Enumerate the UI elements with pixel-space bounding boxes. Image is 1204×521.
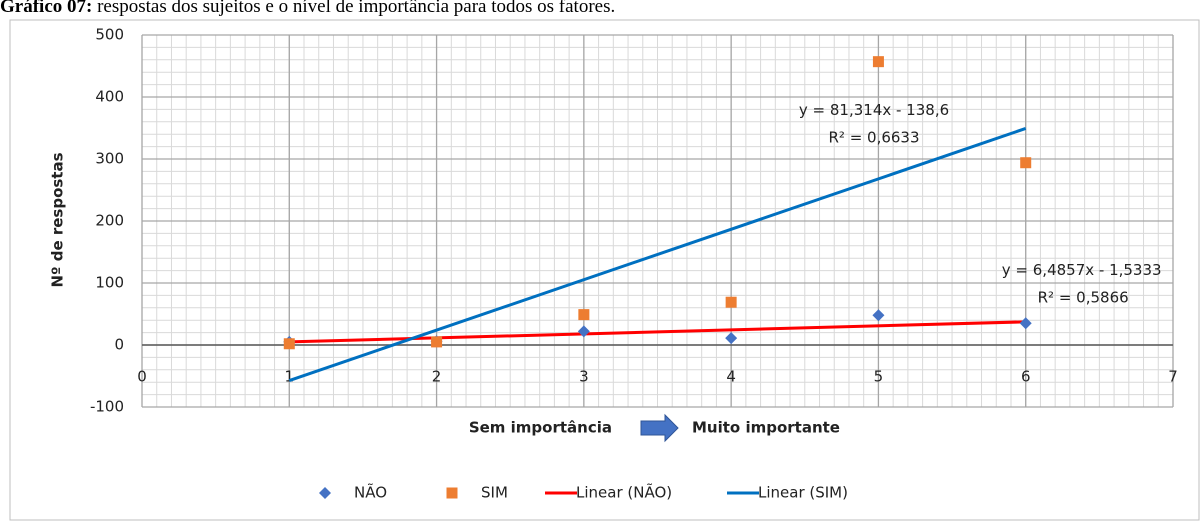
chart-frame xyxy=(9,19,1200,521)
x-axis-label: Sem importância xyxy=(469,419,612,437)
legend-label: Linear (SIM) xyxy=(758,484,848,502)
x-tick-label: 0 xyxy=(137,368,147,386)
plot: y = 81,314x - 138,6 R² = 0,6633 y = 6,4857… xyxy=(283,56,1162,382)
point xyxy=(431,336,443,348)
point xyxy=(578,309,590,321)
legend-label: SIM xyxy=(481,484,508,502)
x-axis-label: Muito importante xyxy=(692,419,840,437)
annotation: R² = 0,6633 xyxy=(828,128,919,146)
annotation: y = 6,4857x - 1,5333 xyxy=(1002,261,1162,279)
x-tick-label: 3 xyxy=(579,368,589,386)
point xyxy=(872,56,884,68)
y-tick-label: -100 xyxy=(90,398,124,416)
point xyxy=(872,309,885,322)
legend-swatch xyxy=(319,487,331,499)
y-tick-label: 0 xyxy=(114,336,124,354)
point xyxy=(1020,157,1032,169)
y-axis-label: Nº de respostas xyxy=(49,152,67,287)
title-prefix: Gráfico 07: xyxy=(0,0,92,17)
x-tick-label: 1 xyxy=(285,368,295,386)
y-tick-label: 100 xyxy=(95,274,124,292)
annotation: y = 81,314x - 138,6 xyxy=(799,101,949,119)
annotation: R² = 0,5866 xyxy=(1038,288,1129,306)
y-tick-label: 500 xyxy=(95,26,124,44)
trendline xyxy=(288,127,1027,382)
y-tick-label: 400 xyxy=(95,88,124,106)
chart-title: Gráfico 07: respostas dos sujeitos e o n… xyxy=(0,0,615,17)
x-tick-label: 6 xyxy=(1021,368,1031,386)
point xyxy=(577,325,590,338)
y-tick-label: 200 xyxy=(95,212,124,230)
arrow-icon xyxy=(640,413,679,443)
legend-label: NÃO xyxy=(354,483,387,502)
point xyxy=(725,296,737,308)
point xyxy=(283,338,295,350)
point xyxy=(725,332,738,345)
legend-label: Linear (NÃO) xyxy=(576,483,672,502)
title-text: respostas dos sujeitos e o nível de impo… xyxy=(97,0,615,17)
x-tick-label: 5 xyxy=(874,368,884,386)
x-tick-label: 4 xyxy=(726,368,736,386)
legend: NÃO SIM Linear (NÃO) Linear (SIM) xyxy=(319,483,848,502)
x-tick-label: 2 xyxy=(432,368,442,386)
legend-swatch xyxy=(446,487,458,499)
x-tick-label: 7 xyxy=(1168,368,1178,386)
grid: 0 1 2 3 4 5 6 7 -100 0 100 200 300 400 500 xyxy=(90,26,1178,416)
point xyxy=(1019,317,1032,330)
y-tick-label: 300 xyxy=(95,150,124,168)
